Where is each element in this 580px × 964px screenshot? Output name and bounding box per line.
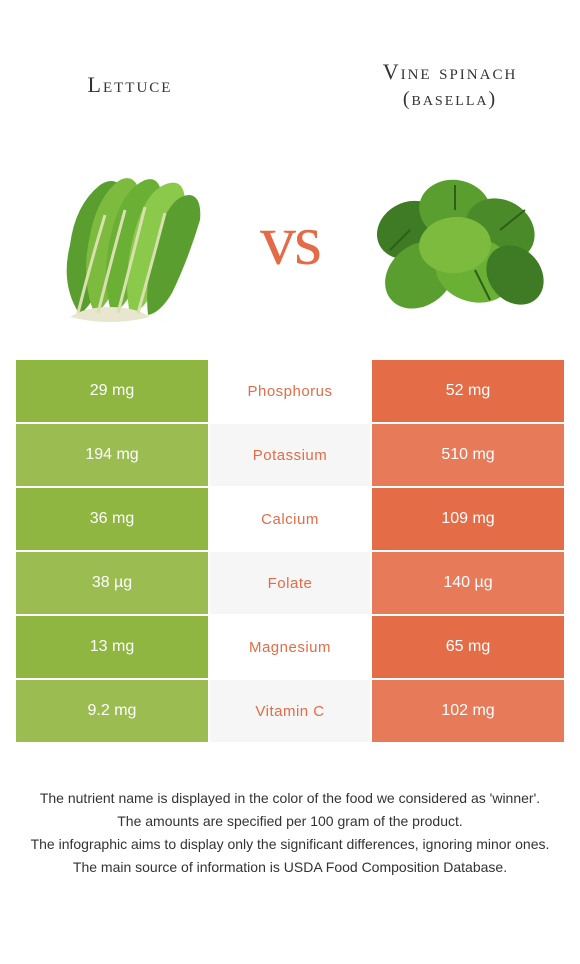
left-food-image <box>30 155 220 325</box>
nutrient-name: Vitamin C <box>210 680 370 742</box>
nutrient-right-value: 109 mg <box>372 488 564 550</box>
nutrient-row: 194 mgPotassium510 mg <box>16 424 564 486</box>
nutrient-left-value: 9.2 mg <box>16 680 208 742</box>
nutrient-name: Folate <box>210 552 370 614</box>
lettuce-icon <box>40 165 220 335</box>
nutrient-left-value: 36 mg <box>16 488 208 550</box>
footer-notes: The nutrient name is displayed in the co… <box>0 744 580 878</box>
nutrient-row: 13 mgMagnesium65 mg <box>16 616 564 678</box>
spinach-icon <box>360 175 550 325</box>
nutrient-row: 38 µgFolate140 µg <box>16 552 564 614</box>
header: Lettuce Vine spinach (basella) <box>0 0 580 140</box>
right-food-title: Vine spinach (basella) <box>350 58 550 113</box>
nutrient-name: Potassium <box>210 424 370 486</box>
nutrient-left-value: 13 mg <box>16 616 208 678</box>
nutrient-row: 9.2 mgVitamin C102 mg <box>16 680 564 742</box>
nutrient-right-value: 102 mg <box>372 680 564 742</box>
note-line: The infographic aims to display only the… <box>24 834 556 855</box>
right-food-image <box>360 155 550 325</box>
nutrient-row: 36 mgCalcium109 mg <box>16 488 564 550</box>
nutrient-left-value: 38 µg <box>16 552 208 614</box>
nutrient-name: Magnesium <box>210 616 370 678</box>
vs-label: vs <box>260 199 320 282</box>
nutrient-name: Phosphorus <box>210 360 370 422</box>
images-row: vs <box>0 140 580 360</box>
note-line: The main source of information is USDA F… <box>24 857 556 878</box>
nutrient-name: Calcium <box>210 488 370 550</box>
nutrient-right-value: 65 mg <box>372 616 564 678</box>
nutrient-row: 29 mgPhosphorus52 mg <box>16 360 564 422</box>
right-food-title-line2: (basella) <box>350 86 550 112</box>
nutrient-right-value: 140 µg <box>372 552 564 614</box>
nutrient-left-value: 29 mg <box>16 360 208 422</box>
nutrient-table: 29 mgPhosphorus52 mg194 mgPotassium510 m… <box>16 360 564 742</box>
note-line: The amounts are specified per 100 gram o… <box>24 811 556 832</box>
note-line: The nutrient name is displayed in the co… <box>24 788 556 809</box>
nutrient-right-value: 52 mg <box>372 360 564 422</box>
left-food-title: Lettuce <box>30 71 230 100</box>
nutrient-right-value: 510 mg <box>372 424 564 486</box>
right-food-title-line1: Vine spinach <box>383 59 518 84</box>
nutrient-left-value: 194 mg <box>16 424 208 486</box>
